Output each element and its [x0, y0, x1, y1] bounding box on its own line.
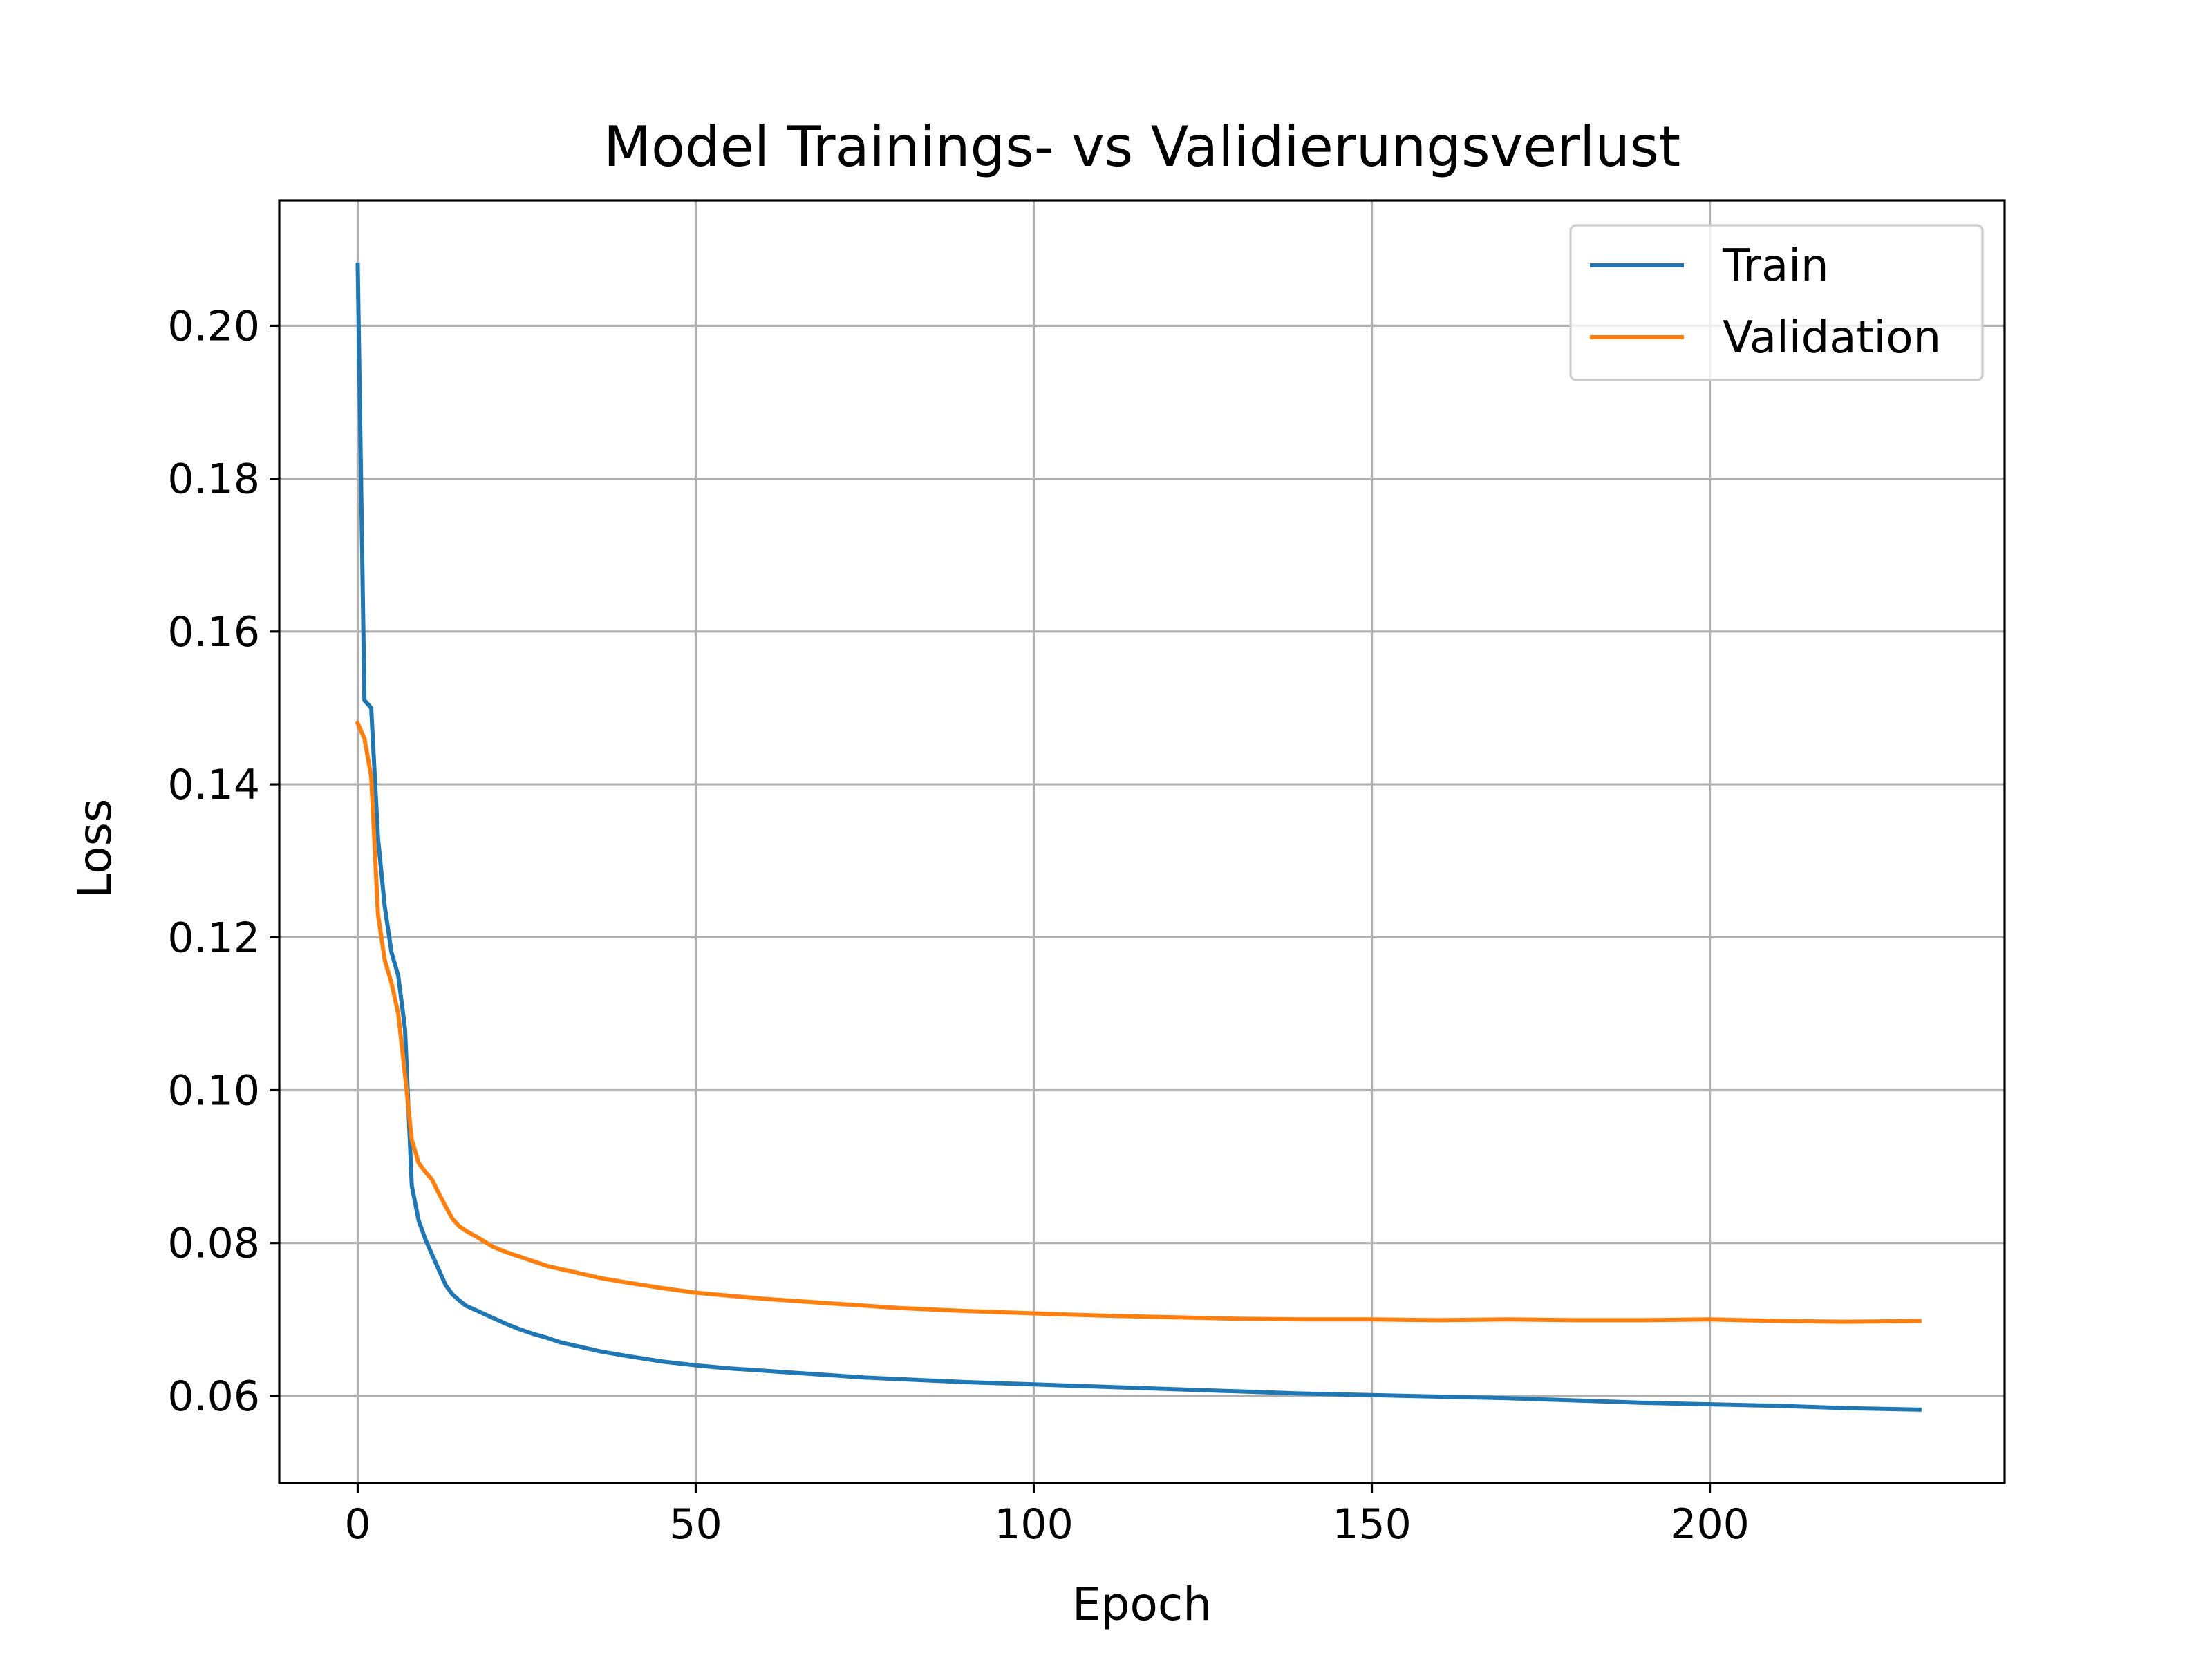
series-layer — [355, 262, 1922, 1412]
y-tick-label: 0.06 — [167, 1372, 260, 1421]
plot-frame — [278, 199, 2006, 1484]
series-line-validation — [355, 720, 1922, 1324]
x-tick-label: 150 — [1332, 1500, 1412, 1549]
y-tick-label: 0.14 — [167, 761, 260, 809]
legend-label-train: Train — [1722, 240, 1829, 292]
y-tick-label: 0.10 — [167, 1066, 260, 1115]
x-tick-label: 50 — [669, 1500, 722, 1549]
y-tick-label: 0.12 — [167, 914, 260, 962]
series-line-train — [355, 262, 1922, 1412]
chart-title: Model Trainings- vs Validierungsverlust — [603, 115, 1680, 179]
y-tick-label: 0.16 — [167, 608, 260, 657]
y-tick-label: 0.20 — [167, 302, 260, 350]
y-axis-label: Loss — [68, 799, 122, 899]
legend-label-validation: Validation — [1723, 312, 1941, 363]
legend: Train Validation — [1569, 224, 1984, 381]
grid-layer — [279, 200, 2005, 1483]
x-tick-label: 100 — [994, 1500, 1074, 1549]
x-axis-label: Epoch — [1072, 1578, 1212, 1631]
ticks-layer: 0 50 100 150 200 0.06 0.08 0.10 0.12 0.14 0.16 0.18… — [167, 302, 1749, 1549]
y-tick-label: 0.08 — [167, 1220, 260, 1268]
x-tick-label: 0 — [344, 1500, 371, 1549]
y-tick-label: 0.18 — [167, 455, 260, 504]
x-tick-label: 200 — [1670, 1500, 1750, 1549]
